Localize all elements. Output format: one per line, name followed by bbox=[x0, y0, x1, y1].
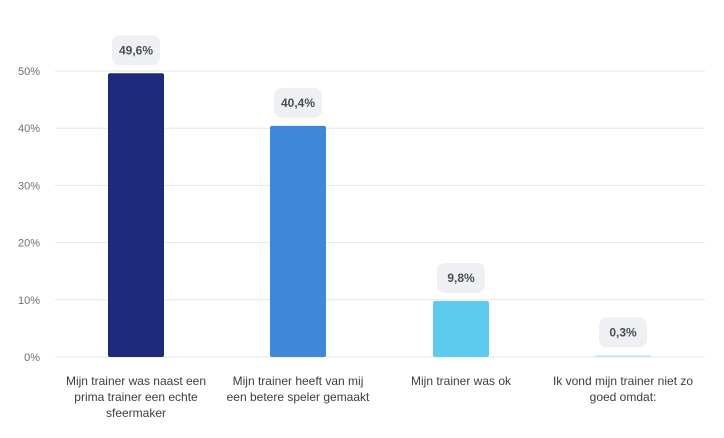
value-label-bg bbox=[437, 262, 485, 293]
y-tick-label: 50% bbox=[18, 66, 40, 78]
y-tick-label: 20% bbox=[18, 238, 40, 250]
x-tick-label-line: Mijn trainer was ok bbox=[411, 374, 512, 388]
x-tick-label: Mijn trainer heeft van mij een betere spe… bbox=[227, 374, 370, 404]
value-label-bg bbox=[274, 87, 322, 118]
bar bbox=[433, 300, 489, 357]
bar bbox=[270, 125, 326, 357]
x-tick-label-line: een betere speler gemaakt bbox=[227, 390, 370, 404]
x-tick-label-line: prima trainer een echte bbox=[74, 390, 198, 404]
x-tick-label: Mijn trainer was naast een prima trainer … bbox=[66, 374, 206, 420]
value-label-bg bbox=[599, 317, 647, 348]
x-tick-label-line: sfeermaker bbox=[106, 406, 166, 420]
bar bbox=[108, 73, 164, 358]
x-tick-label: Mijn trainer was ok bbox=[411, 374, 512, 388]
y-tick-label: 40% bbox=[18, 123, 40, 135]
data-label: 9,8% bbox=[447, 271, 475, 285]
x-tick-label-line: Mijn trainer heeft van mij bbox=[233, 374, 364, 388]
data-label: 49,6% bbox=[119, 43, 153, 57]
bar bbox=[595, 355, 651, 357]
data-label: 40,4% bbox=[281, 96, 315, 110]
y-tick-label: 30% bbox=[18, 180, 40, 192]
data-label: 0,3% bbox=[609, 325, 637, 339]
x-tick-label-line: Ik vond mijn trainer niet zo bbox=[553, 374, 693, 388]
y-tick-label: 0% bbox=[24, 352, 40, 364]
y-tick-label: 10% bbox=[18, 295, 40, 307]
x-tick-label-line: goed omdat: bbox=[590, 390, 657, 404]
x-tick-label: Ik vond mijn trainer niet zo goed omdat: bbox=[553, 374, 693, 404]
value-label-bg bbox=[112, 35, 160, 66]
x-tick-label-line: Mijn trainer was naast een bbox=[66, 374, 206, 388]
